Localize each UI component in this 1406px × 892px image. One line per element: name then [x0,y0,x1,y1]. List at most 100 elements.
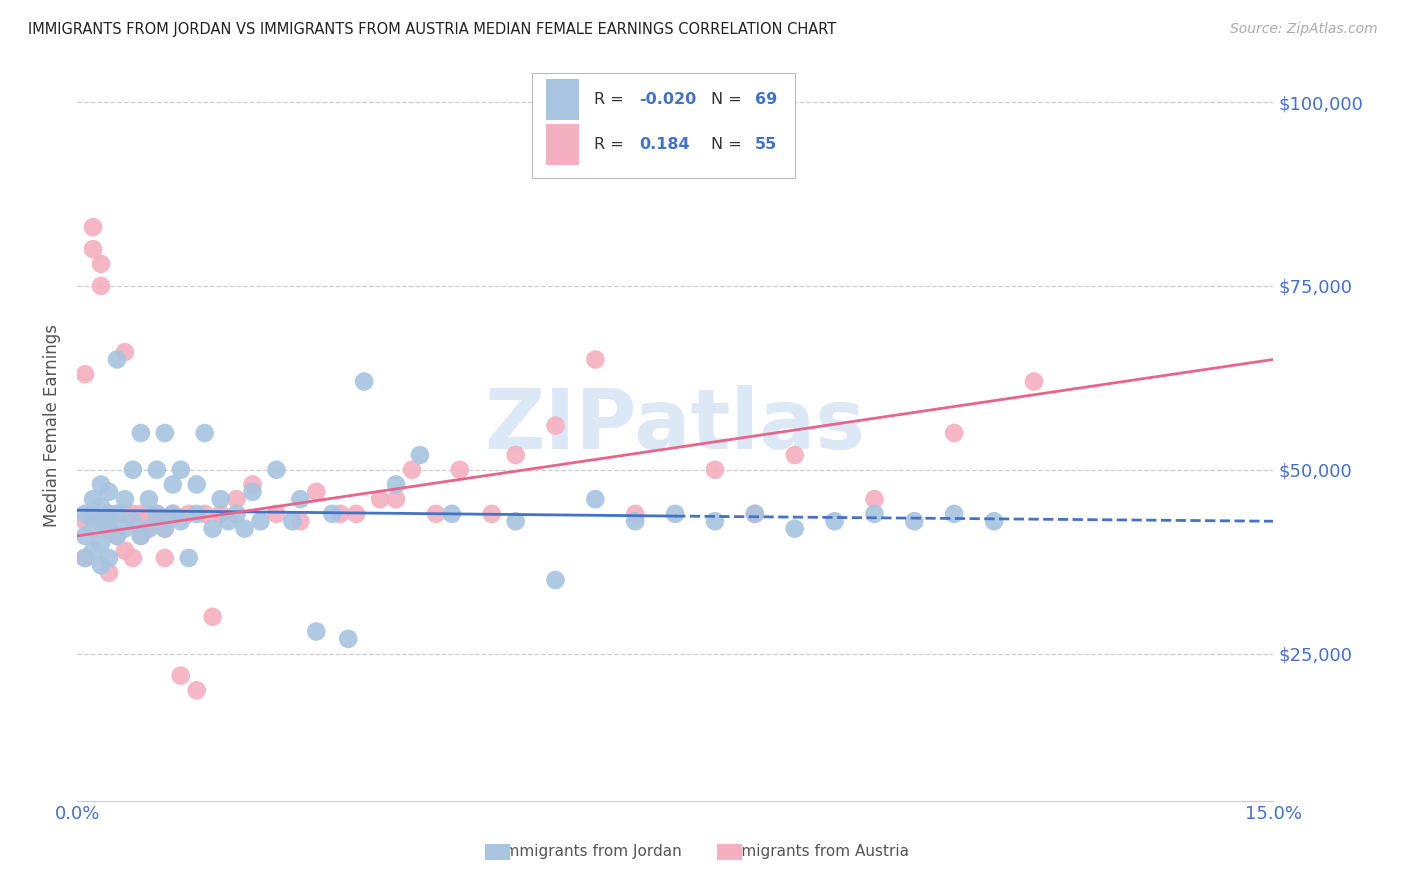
Point [194,507,217,521]
Point [425,507,447,521]
Point [146,507,169,521]
Point [129,507,152,521]
Point [544,418,567,433]
Point [162,477,184,491]
Bar [546,78,579,120]
Point [225,507,247,521]
Point [82,242,104,256]
Point [105,507,128,521]
Point [105,529,128,543]
Point [153,551,176,566]
Point [129,529,152,543]
Point [218,514,240,528]
Point [401,463,423,477]
Point [90,279,112,293]
Point [505,514,527,528]
Point [138,522,160,536]
Point [863,507,886,521]
Point [122,507,145,521]
Point [114,507,136,521]
Point [129,529,152,543]
Point [863,492,886,507]
Point [122,463,145,477]
Point [385,492,408,507]
Point [105,352,128,367]
Point [75,507,97,521]
Text: N =: N = [711,92,747,107]
Point [983,514,1005,528]
Point [114,522,136,536]
Point [153,522,176,536]
Point [186,507,208,521]
Text: 69: 69 [755,92,778,107]
Point [170,463,193,477]
Point [481,507,503,521]
Point [90,257,112,271]
Point [440,507,463,521]
Text: IMMIGRANTS FROM JORDAN VS IMMIGRANTS FROM AUSTRIA MEDIAN FEMALE EARNINGS CORRELA: IMMIGRANTS FROM JORDAN VS IMMIGRANTS FRO… [28,22,837,37]
Point [162,507,184,521]
Point [82,507,104,521]
Point [82,522,104,536]
Point [1022,375,1045,389]
Point [98,522,121,536]
Text: 55: 55 [755,137,778,152]
Point [201,522,224,536]
Point [744,507,766,521]
Point [90,477,112,491]
Point [90,536,112,550]
Point [249,514,271,528]
Point [114,345,136,359]
Point [201,609,224,624]
Point [138,507,160,521]
Point [105,529,128,543]
Point [242,484,264,499]
Point [664,507,686,521]
Y-axis label: Median Female Earnings: Median Female Earnings [44,324,60,527]
Point [505,448,527,462]
Point [337,632,360,646]
Point [90,558,112,573]
Point [75,551,97,566]
Point [105,507,128,521]
Point [943,507,966,521]
Point [75,367,97,381]
Point [321,507,343,521]
Point [98,551,121,566]
Point [177,551,200,566]
Point [170,514,193,528]
Point [409,448,432,462]
Point [186,683,208,698]
Point [783,448,806,462]
Text: 0.184: 0.184 [640,137,690,152]
Point [162,507,184,521]
Point [153,425,176,440]
Point [704,514,727,528]
Point [138,522,160,536]
Point [138,492,160,507]
Point [624,514,647,528]
Text: N =: N = [711,137,747,152]
Point [170,668,193,682]
Point [329,507,352,521]
Point [122,514,145,528]
Point [305,624,328,639]
Text: R =: R = [593,92,628,107]
Point [544,573,567,587]
Point [153,522,176,536]
Text: -0.020: -0.020 [640,92,696,107]
Point [98,522,121,536]
Point [583,352,606,367]
Point [305,484,328,499]
Point [290,514,312,528]
Point [75,551,97,566]
Point [90,514,112,528]
Point [344,507,367,521]
Point [186,477,208,491]
Point [225,492,247,507]
Text: Source: ZipAtlas.com: Source: ZipAtlas.com [1230,22,1378,37]
Point [146,507,169,521]
Point [114,543,136,558]
Point [385,477,408,491]
Text: ZIPatlas: ZIPatlas [485,385,866,467]
